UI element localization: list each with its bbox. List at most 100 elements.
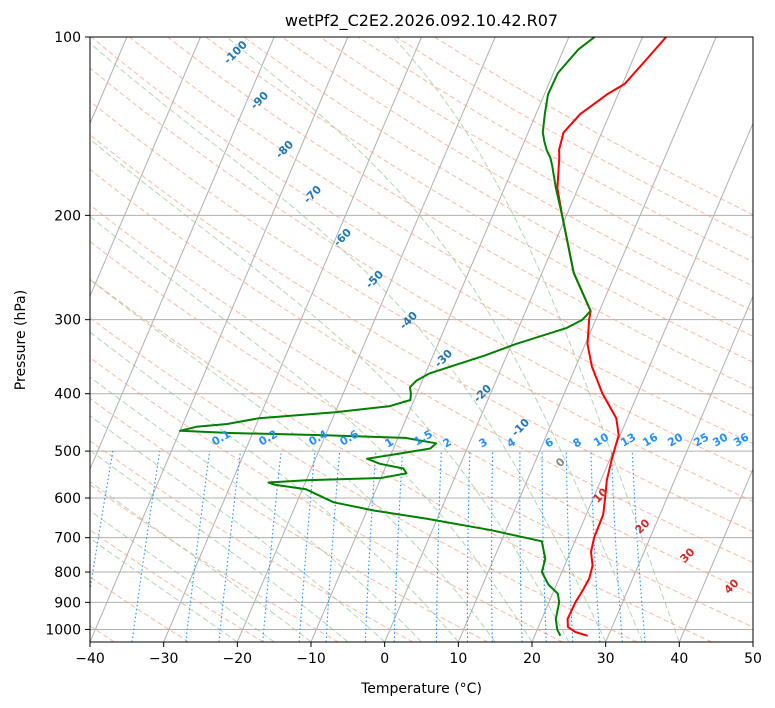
y-axis-label: Pressure (hPa) [13, 290, 29, 390]
mixing-ratio-line [298, 451, 316, 642]
moist-adiabat-line [90, 449, 349, 642]
dry-adiabat-line [90, 440, 414, 642]
dry-adiabat-line [90, 484, 339, 642]
x-tick-label: −20 [223, 651, 253, 667]
dry-adiabat-line [281, 37, 753, 312]
dry-adiabat-line [90, 134, 753, 533]
mixing-ratio-label: 2 [441, 435, 454, 450]
isotherm-line [163, 37, 422, 642]
moist-adiabat-line [90, 279, 496, 642]
mixing-ratio-line [364, 451, 377, 642]
dry-adiabat-line [90, 241, 753, 628]
dry-adiabat-line [90, 356, 563, 642]
y-tick-label: 300 [54, 313, 81, 329]
y-tick-label: 500 [54, 444, 81, 460]
y-tick-label: 200 [54, 208, 81, 224]
y-tick-label: 700 [54, 531, 81, 547]
moist-adiabat-line [90, 138, 570, 642]
plot-frame [89, 36, 754, 643]
dry-adiabat-label: -40 [397, 309, 420, 332]
dry-adiabat-line [434, 37, 753, 216]
moist-adiabat-line [90, 481, 312, 642]
mixing-ratio-label: 30 [710, 430, 730, 449]
chart-title: wetPf2_C2E2.2026.092.10.42.R07 [285, 11, 558, 31]
x-tick-label: 50 [744, 651, 762, 667]
isotherm-line [90, 37, 275, 471]
x-tick-label: 0 [380, 651, 389, 667]
moist-adiabat-line [90, 415, 386, 642]
mixing-ratio-label: 0.6 [338, 427, 362, 448]
moist-adiabat-line [90, 331, 459, 642]
moist-adiabat-label: 0 [553, 455, 568, 470]
y-tick-label: 400 [54, 387, 81, 403]
dry-adiabat-line [90, 529, 264, 642]
y-axis: 1000 900 800 700 600 500 400 300 200 100 [45, 30, 90, 638]
x-tick-label: 10 [449, 651, 467, 667]
moist-adiabat-line [226, 37, 643, 642]
dry-adiabat-line [90, 317, 638, 642]
mixing-ratio-line [631, 451, 646, 642]
dry-adiabat-label: -10 [509, 416, 532, 439]
y-tick-label: 900 [54, 595, 81, 611]
mixing-ratio-label: 8 [571, 435, 584, 450]
moist-adiabat-line [90, 376, 422, 642]
dry-adiabat-label: -60 [331, 226, 354, 249]
isotherm-line [384, 37, 643, 642]
isotherm-line [236, 37, 496, 642]
moist-adiabat-line [90, 537, 238, 642]
background-lines [90, 37, 753, 642]
moist-adiabat-line [90, 215, 533, 642]
moist-adiabat-line [392, 37, 680, 642]
dry-adiabat-line [205, 37, 753, 363]
y-tick-label: 600 [54, 491, 81, 507]
dry-adiabat-line [129, 37, 753, 417]
moist-adiabat-line [90, 510, 275, 642]
profile-lines [179, 37, 667, 637]
dry-adiabat-line [90, 397, 488, 642]
x-tick-label: 20 [523, 651, 541, 667]
mixing-ratio-line [490, 451, 494, 642]
mixing-ratio-label: 6 [543, 435, 556, 450]
x-tick-label: −40 [75, 651, 105, 667]
y-tick-label: 800 [54, 565, 81, 581]
dry-adiabat-label: -70 [301, 183, 324, 206]
mixing-ratio-label: 16 [640, 430, 660, 449]
mixing-ratio-label: 1.5 [412, 427, 435, 448]
dry-adiabat-label: -50 [363, 268, 386, 291]
moist-adiabat-label: 10 [591, 485, 611, 505]
dry-adiabat-line [90, 204, 753, 595]
mixing-ratio-line [131, 451, 161, 642]
y-tick-label: 1000 [45, 622, 81, 638]
dry-adiabat-line [90, 100, 753, 503]
dry-adiabat-line [90, 67, 753, 473]
dry-adiabat-line [90, 278, 712, 642]
mixing-ratio-line [435, 451, 442, 642]
dry-adiabat-label: -90 [248, 89, 271, 112]
isotherm-line [90, 37, 201, 298]
temperature-profile-line [556, 37, 667, 637]
dry-adiabat-line [167, 37, 753, 390]
x-tick-label: 30 [597, 651, 615, 667]
moist-adiabat-label: 30 [678, 545, 698, 565]
dry-adiabat-line [90, 168, 753, 564]
isotherm-line [752, 640, 753, 642]
mixing-ratio-line [90, 451, 114, 593]
isotherm-line [531, 122, 753, 642]
dewpoint-profile-line [179, 37, 596, 637]
moist-adiabat-line [90, 42, 607, 642]
mixing-ratio-label: 20 [665, 430, 685, 449]
isotherm-line [678, 467, 753, 642]
mixing-ratio-label: 3 [477, 435, 490, 450]
mixing-ratio-label: 36 [731, 430, 751, 449]
mixing-ratio-label: 10 [591, 430, 611, 449]
isotherm-line [605, 295, 753, 642]
x-tick-label: −30 [149, 651, 179, 667]
x-tick-label: 40 [670, 651, 688, 667]
isotherm-line [90, 37, 349, 642]
y-tick-label: 100 [54, 30, 81, 46]
mixing-ratio-line [262, 451, 282, 642]
mixing-ratio-line [185, 451, 211, 642]
mixing-ratio-label: 0.4 [307, 427, 331, 448]
mixing-ratio-line [218, 451, 242, 642]
